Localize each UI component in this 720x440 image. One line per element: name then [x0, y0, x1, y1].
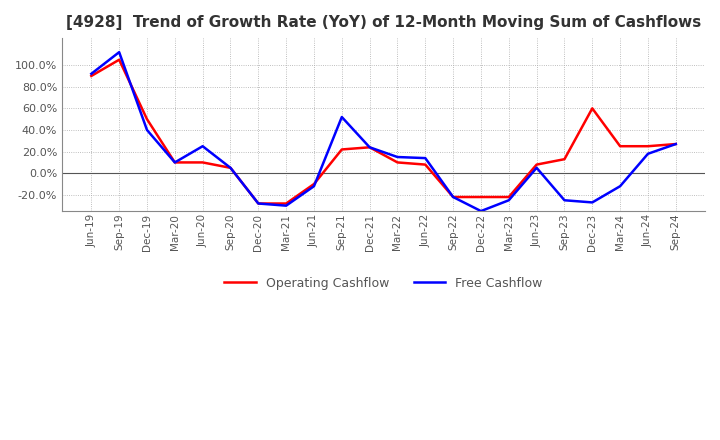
Legend: Operating Cashflow, Free Cashflow: Operating Cashflow, Free Cashflow: [220, 272, 548, 295]
Free Cashflow: [143, 127, 151, 132]
Operating Cashflow: [421, 162, 430, 167]
Free Cashflow: [254, 201, 263, 206]
Operating Cashflow: [616, 143, 624, 149]
Free Cashflow: [310, 183, 318, 189]
Operating Cashflow: [338, 147, 346, 152]
Operating Cashflow: [143, 117, 151, 122]
Operating Cashflow: [254, 201, 263, 206]
Operating Cashflow: [505, 194, 513, 200]
Free Cashflow: [449, 194, 457, 200]
Operating Cashflow: [115, 57, 124, 62]
Operating Cashflow: [477, 194, 485, 200]
Free Cashflow: [393, 154, 402, 160]
Free Cashflow: [226, 165, 235, 170]
Operating Cashflow: [365, 145, 374, 150]
Free Cashflow: [198, 143, 207, 149]
Operating Cashflow: [198, 160, 207, 165]
Operating Cashflow: [560, 157, 569, 162]
Free Cashflow: [282, 203, 290, 208]
Operating Cashflow: [310, 181, 318, 187]
Free Cashflow: [672, 141, 680, 147]
Operating Cashflow: [171, 160, 179, 165]
Free Cashflow: [115, 50, 124, 55]
Operating Cashflow: [282, 201, 290, 206]
Free Cashflow: [338, 114, 346, 120]
Free Cashflow: [365, 145, 374, 150]
Free Cashflow: [171, 160, 179, 165]
Free Cashflow: [560, 198, 569, 203]
Free Cashflow: [87, 71, 96, 77]
Operating Cashflow: [532, 162, 541, 167]
Operating Cashflow: [672, 141, 680, 147]
Free Cashflow: [644, 151, 652, 157]
Free Cashflow: [616, 183, 624, 189]
Title: [4928]  Trend of Growth Rate (YoY) of 12-Month Moving Sum of Cashflows: [4928] Trend of Growth Rate (YoY) of 12-…: [66, 15, 701, 30]
Free Cashflow: [505, 198, 513, 203]
Free Cashflow: [421, 155, 430, 161]
Operating Cashflow: [644, 143, 652, 149]
Line: Operating Cashflow: Operating Cashflow: [91, 60, 676, 204]
Free Cashflow: [588, 200, 597, 205]
Free Cashflow: [532, 165, 541, 170]
Free Cashflow: [477, 209, 485, 214]
Operating Cashflow: [87, 73, 96, 79]
Operating Cashflow: [588, 106, 597, 111]
Operating Cashflow: [393, 160, 402, 165]
Operating Cashflow: [449, 194, 457, 200]
Operating Cashflow: [226, 165, 235, 170]
Line: Free Cashflow: Free Cashflow: [91, 52, 676, 211]
